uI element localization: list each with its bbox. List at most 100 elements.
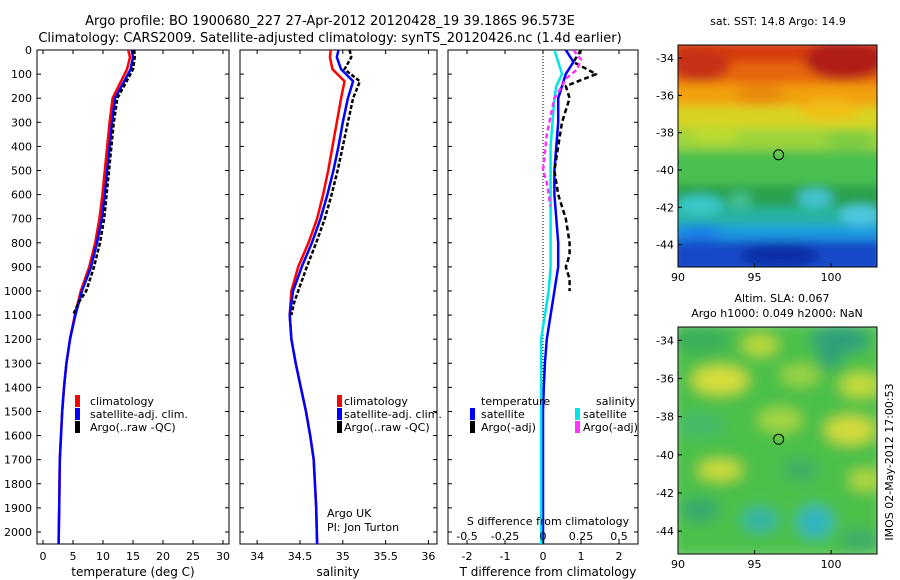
x-tick-label: 0 [540,550,547,563]
sst-argo-position-marker [773,149,785,161]
y-tick-label: 1600 [4,430,32,443]
series-line-salinity-satellite [539,50,564,544]
map-y-tick-label: -42 [656,487,674,500]
salinity-series-group [288,50,362,544]
y-tick-label: 1900 [4,502,32,515]
x-tick-label: 15 [126,550,140,563]
y-tick-label: 300 [11,116,32,129]
map-y-tick-label: -38 [656,127,674,140]
temperature-legend: climatology satellite-adj. clim. Argo(..… [75,395,188,434]
series-line-argo-raw-qc- [71,50,137,316]
sst-map-axes: 90 95 100 -34 -36 -38 -40 -42 -44 [656,52,842,284]
y-tick-label: 1300 [4,357,32,370]
y-tick-label: 0 [25,44,32,57]
temperature-series-group [57,50,137,544]
difference-legend: temperature satellite Argo(-adj) salinit… [470,395,638,434]
y-tick-label: 1100 [4,309,32,322]
legend-swatch-t-satellite [470,408,475,420]
salinity-legend: climatology satellite-adj. clim. Argo(..… [337,395,442,434]
series-line-temperature-argo-adj- [553,50,598,291]
salinity-panel-frame [239,49,438,545]
legend-swatch-argo [75,421,80,433]
y-tick-label: 1700 [4,454,32,467]
legend-swatch-satellite [75,408,80,420]
x-tick-label: -2 [462,550,473,563]
x-tick-label: 0 [40,550,47,563]
sla-argo-position-marker [773,433,785,445]
sla-heatmap [678,327,877,554]
temperature-axis-label: temperature (deg C) [71,565,194,579]
s-tick-label: -0.5 [456,530,477,543]
x-tick-label: 34.5 [288,550,313,563]
map-y-tick-label: -42 [656,201,674,214]
y-tick-label: 500 [11,164,32,177]
x-tick-label: 10 [96,550,110,563]
pi-annotation: PI: Jon Turton [327,521,399,534]
legend-label-s-argo: Argo(-adj) [583,421,638,434]
legend-label-argo: Argo(..raw -QC) [90,421,176,434]
temperature-panel-frame [36,49,230,545]
series-line-satellite-adj-clim- [288,50,355,544]
difference-axes: -2 -1 0 1 2 -0.5 -0.25 0 0.25 0.5 [448,49,638,563]
legend-swatch-argo [337,421,342,433]
y-tick-label: 1000 [4,285,32,298]
argo-uk-annotation: Argo UK [327,507,372,520]
salinity-axes: 34 34.5 35 35.5 36 [240,49,437,563]
y-tick-label: 200 [11,92,32,105]
salinity-axis-label: salinity [316,565,359,579]
y-tick-label: 400 [11,140,32,153]
map-y-tick-label: -36 [656,89,674,102]
x-tick-label: 36 [421,550,435,563]
figure-title-line2: Climatology: CARS2009. Satellite-adjuste… [38,31,621,46]
y-tick-label: 100 [11,68,32,81]
legend-swatch-s-argo [575,421,580,433]
legend-label-s-satellite: satellite [583,408,627,421]
y-tick-label: 1800 [4,478,32,491]
x-tick-label: 1 [578,550,585,563]
series-line-satellite-adj-clim- [57,50,135,544]
legend-swatch-t-argo [470,421,475,433]
map-y-tick-label: -34 [656,52,674,65]
x-tick-label: 30 [216,550,230,563]
series-line-argo-raw-qc- [290,50,362,316]
map-y-tick-label: -40 [656,449,674,462]
map-y-tick-label: -44 [656,525,674,538]
s-tick-label: 0.5 [610,530,628,543]
sla-map-frame [677,326,878,555]
map-y-tick-label: -44 [656,239,674,252]
legend-label-argo: Argo(..raw -QC) [344,421,430,434]
map-x-tick-label: 95 [748,271,762,284]
y-tick-label: 1200 [4,333,32,346]
y-tick-label: 900 [11,261,32,274]
temperature-axes: 0100200300400500600700800900100011001200… [4,44,230,563]
map-y-tick-label: -40 [656,164,674,177]
s-tick-label: -0.25 [491,530,519,543]
legend-swatch-satellite [337,408,342,420]
y-tick-label: 700 [11,213,32,226]
y-tick-label: 2000 [4,526,32,539]
map-x-tick-label: 90 [671,558,685,571]
x-tick-label: -1 [500,550,511,563]
s-tick-label: 0 [540,530,547,543]
x-tick-label: 2 [616,550,623,563]
series-line-temperature-satellite [541,50,575,544]
x-tick-label: 35 [336,550,350,563]
legend-swatch-climatology [75,395,80,407]
x-tick-label: 25 [186,550,200,563]
legend-title-temperature: temperature [481,395,550,408]
t-difference-axis-label: T difference from climatology [459,565,637,579]
map-x-tick-label: 90 [671,271,685,284]
sst-map-title: sat. SST: 14.8 Argo: 14.9 [710,15,846,28]
x-tick-label: 34 [250,550,264,563]
legend-swatch-climatology [337,395,342,407]
figure-title-line1: Argo profile: BO 1900680_227 27-Apr-2012… [85,14,575,29]
map-x-tick-label: 100 [821,271,842,284]
imos-timestamp-label: IMOS 02-May-2012 17:00:53 [883,383,896,540]
map-y-tick-label: -38 [656,411,674,424]
legend-label-climatology: climatology [344,395,408,408]
x-tick-label: 5 [70,550,77,563]
map-y-tick-label: -34 [656,334,674,347]
series-line-salinity-argo-adj- [541,50,583,207]
y-tick-label: 600 [11,189,32,202]
